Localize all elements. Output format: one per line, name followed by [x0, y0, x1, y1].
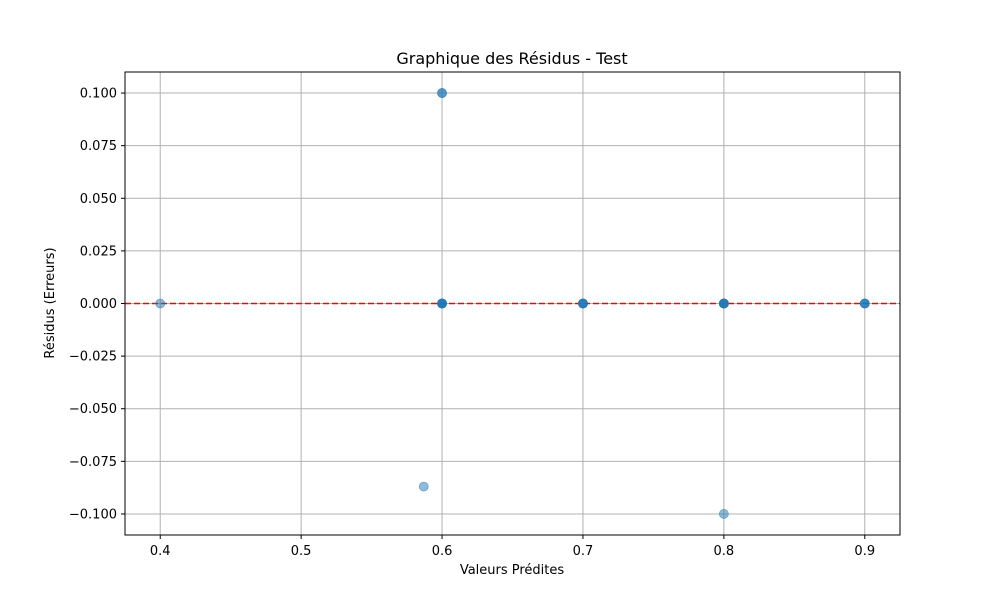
residual-point — [718, 509, 729, 519]
y-tick-label: −0.050 — [69, 402, 117, 417]
residual-point — [859, 298, 870, 309]
y-tick-label: 0.050 — [80, 192, 117, 207]
x-tick-label: 0.9 — [854, 544, 875, 559]
x-axis-ticks: 0.4 0.5 0.6 0.7 0.8 0.9 — [150, 535, 875, 559]
y-tick-label: 0.075 — [80, 139, 117, 154]
residual-point — [437, 88, 447, 98]
x-tick-label: 0.8 — [714, 544, 735, 559]
y-tick-label: −0.025 — [69, 350, 117, 365]
y-tick-label: −0.075 — [69, 455, 117, 470]
y-tick-label: 0.025 — [80, 244, 117, 259]
chart-title: Graphique des Résidus - Test — [396, 49, 627, 68]
residual-point — [718, 298, 729, 309]
residual-point — [437, 298, 447, 309]
x-tick-label: 0.4 — [150, 544, 171, 559]
y-axis-label: Résidus (Erreurs) — [43, 247, 58, 358]
data-points — [155, 88, 870, 519]
residual-point — [578, 298, 588, 309]
residual-point — [418, 481, 429, 492]
x-tick-label: 0.7 — [573, 544, 594, 559]
y-axis-ticks: 0.100 0.075 0.050 0.025 0.000 −0.025 −0.050 −0.… — [69, 87, 125, 522]
x-tick-label: 0.5 — [291, 544, 312, 559]
x-axis-label: Valeurs Prédites — [460, 563, 565, 578]
y-tick-label: 0.100 — [80, 87, 117, 102]
y-tick-label: 0.000 — [80, 297, 117, 312]
residual-point — [155, 298, 166, 309]
y-tick-label: −0.100 — [69, 507, 117, 522]
x-tick-label: 0.6 — [432, 544, 453, 559]
